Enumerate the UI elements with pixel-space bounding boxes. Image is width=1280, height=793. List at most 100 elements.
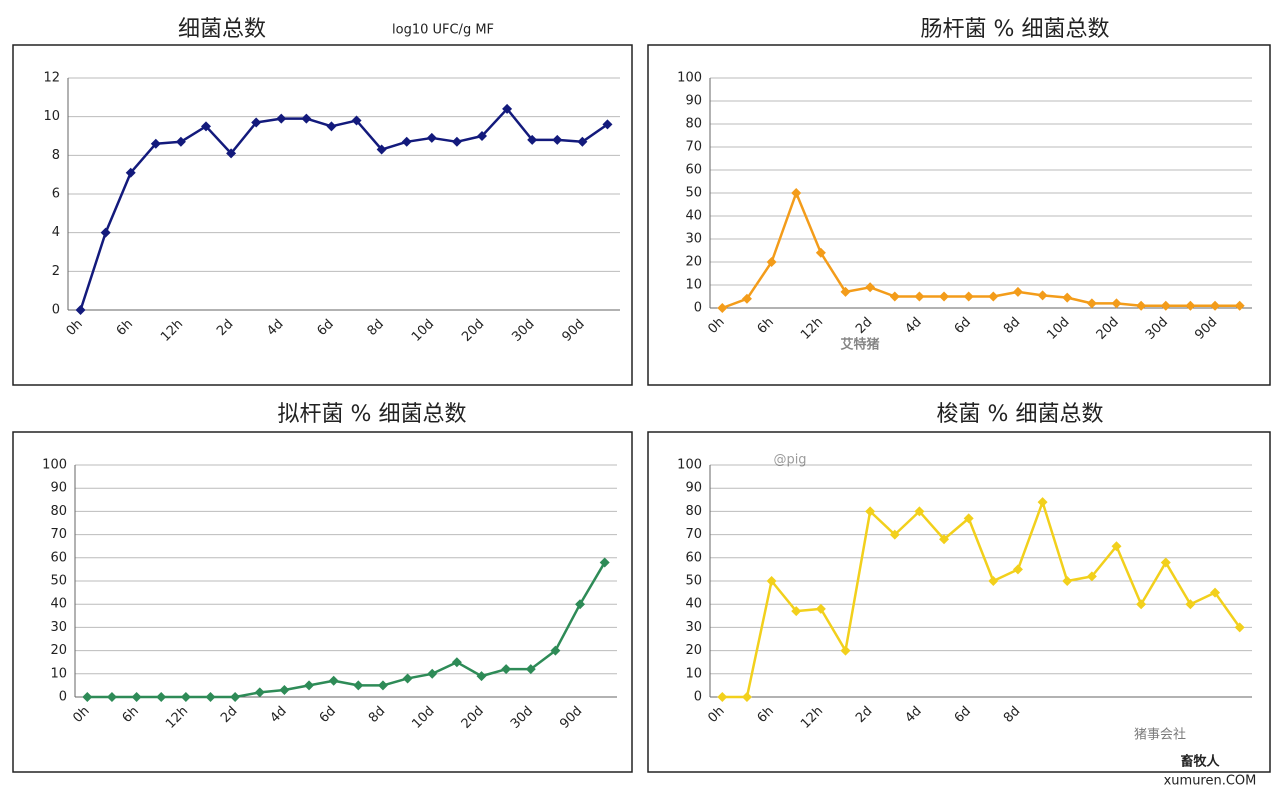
data-point	[226, 148, 237, 159]
data-point	[1111, 541, 1122, 552]
x-tick-label: 20d	[459, 317, 487, 345]
data-point	[550, 645, 561, 656]
data-point	[451, 136, 462, 147]
x-tick-label: 6d	[952, 704, 974, 726]
y-tick-label: 2	[52, 264, 60, 279]
y-tick-label: 90	[50, 481, 67, 496]
data-point	[131, 692, 142, 702]
data-point	[1136, 300, 1147, 311]
x-tick-label: 10d	[409, 704, 437, 732]
chart-title: 肠杆菌 % 细菌总数	[921, 17, 1110, 42]
x-tick-label: 2d	[853, 704, 875, 726]
data-point	[75, 305, 86, 315]
data-point	[741, 692, 752, 702]
y-tick-label: 70	[50, 527, 67, 542]
x-tick-label: 6d	[952, 315, 974, 337]
data-point	[125, 167, 136, 178]
y-tick-label: 20	[685, 643, 702, 658]
data-point	[815, 247, 826, 258]
y-tick-label: 60	[685, 163, 702, 178]
data-point	[988, 291, 999, 302]
data-point	[276, 113, 287, 124]
data-point	[328, 675, 339, 686]
data-point	[1234, 300, 1245, 311]
data-point	[402, 673, 413, 684]
x-tick-label: 90d	[560, 317, 588, 345]
x-tick-label: 4d	[902, 704, 924, 726]
watermark: @pig	[773, 453, 806, 468]
x-tick-label: 4d	[264, 317, 286, 339]
x-tick-label: 8d	[1001, 315, 1023, 337]
data-point	[963, 291, 974, 302]
data-point	[251, 117, 262, 128]
x-tick-label: 8d	[1001, 704, 1023, 726]
x-tick-label: 2d	[214, 317, 236, 339]
data-point	[889, 529, 900, 540]
chart-subtitle: log10 UFC/g MF	[392, 23, 494, 38]
y-tick-label: 8	[52, 148, 60, 163]
data-point	[525, 664, 536, 675]
chart-frame	[12, 44, 633, 386]
y-tick-label: 0	[694, 690, 702, 705]
y-tick-label: 10	[43, 109, 60, 124]
data-point	[577, 136, 588, 147]
y-tick-label: 0	[694, 301, 702, 316]
y-tick-label: 50	[685, 574, 702, 589]
y-tick-label: 10	[50, 666, 67, 681]
data-point	[376, 144, 387, 155]
data-point	[156, 692, 167, 702]
data-point	[717, 303, 728, 313]
data-point	[427, 668, 438, 679]
chart-frame	[647, 44, 1271, 386]
series-line	[722, 500, 1241, 699]
data-point	[1210, 587, 1221, 598]
data-point	[1160, 557, 1171, 568]
x-tick-label: 8d	[366, 704, 388, 726]
data-point	[201, 121, 211, 132]
x-tick-label: 0h	[70, 704, 92, 726]
data-point	[106, 692, 117, 702]
data-point	[1012, 564, 1023, 575]
y-tick-label: 40	[685, 209, 702, 224]
data-point	[1062, 576, 1073, 586]
y-tick-label: 20	[50, 643, 67, 658]
data-point	[301, 113, 312, 124]
data-point	[401, 136, 412, 147]
data-point	[791, 606, 802, 617]
series-line	[721, 191, 1240, 310]
watermark: 艾特猪	[840, 337, 879, 353]
x-tick-label: 6h	[114, 317, 136, 339]
y-tick-label: 4	[52, 225, 60, 240]
chart-frame	[12, 431, 633, 773]
x-tick-label: 6h	[755, 315, 777, 337]
y-tick-label: 80	[50, 504, 67, 519]
y-tick-label: 70	[685, 140, 702, 155]
y-tick-label: 10	[685, 278, 702, 293]
chart-title: 梭菌 % 细菌总数	[937, 402, 1104, 427]
watermark: 猪事会社	[1134, 727, 1186, 743]
series-line	[87, 561, 606, 699]
x-tick-label: 30d	[509, 317, 537, 345]
data-point	[1234, 622, 1245, 633]
data-point	[451, 657, 462, 668]
y-tick-label: 30	[685, 620, 702, 635]
data-point	[939, 534, 950, 545]
data-point	[82, 692, 93, 702]
y-tick-label: 80	[685, 117, 702, 132]
x-tick-label: 90d	[1192, 315, 1220, 343]
chart-title: 拟杆菌 % 细菌总数	[278, 402, 467, 427]
x-tick-label: 12h	[158, 317, 186, 345]
y-tick-label: 100	[677, 71, 702, 86]
data-point	[100, 227, 111, 238]
data-point	[1160, 300, 1171, 311]
data-point	[1136, 599, 1147, 610]
series-line	[79, 107, 609, 311]
data-point	[766, 576, 777, 586]
data-point	[840, 286, 851, 297]
watermark: xumuren.COM	[1164, 774, 1257, 789]
y-tick-label: 50	[50, 574, 67, 589]
data-point	[575, 599, 586, 610]
data-point	[180, 692, 191, 702]
data-point	[501, 664, 512, 675]
